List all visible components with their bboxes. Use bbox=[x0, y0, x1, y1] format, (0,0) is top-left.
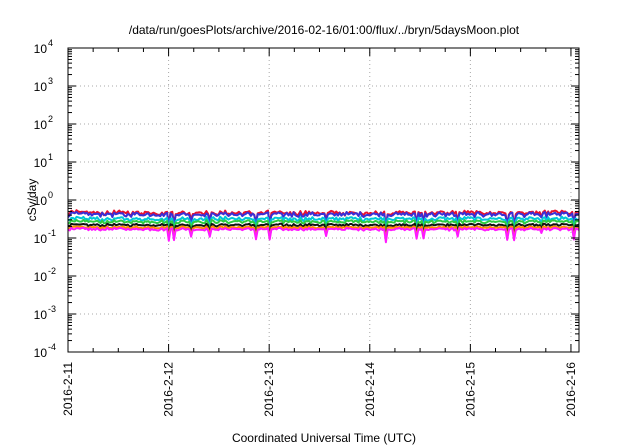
series-line bbox=[67, 218, 579, 237]
y-tick-label: 10 bbox=[34, 346, 48, 360]
y-tick-label: 10 bbox=[34, 308, 48, 322]
y-axis-label: cSv/day bbox=[25, 179, 39, 222]
series-line bbox=[67, 226, 580, 244]
chart-title: /data/run/goesPlots/archive/2016-02-16/0… bbox=[129, 23, 520, 37]
series-line bbox=[67, 210, 580, 230]
x-tick-label: 2016-2-13 bbox=[262, 362, 276, 417]
y-tick-exponent: -1 bbox=[48, 228, 56, 238]
y-tick-label: 10 bbox=[34, 232, 48, 246]
x-axis-label: Coordinated Universal Time (UTC) bbox=[232, 431, 416, 445]
series-line bbox=[67, 225, 580, 241]
series-layer bbox=[67, 209, 580, 244]
y-tick-label: 10 bbox=[34, 118, 48, 132]
y-tick-exponent: 1 bbox=[48, 152, 53, 162]
y-tick-label: 10 bbox=[34, 42, 48, 56]
y-tick-exponent: 4 bbox=[48, 38, 53, 48]
y-tick-label: 10 bbox=[34, 270, 48, 284]
y-tick-exponent: -4 bbox=[48, 342, 56, 352]
x-tick-label: 2016-2-16 bbox=[564, 362, 578, 417]
x-tick-label: 2016-2-15 bbox=[463, 362, 477, 417]
y-tick-label: 10 bbox=[34, 194, 48, 208]
grid bbox=[68, 48, 579, 352]
series-line bbox=[67, 215, 580, 234]
y-tick-label: 10 bbox=[34, 80, 48, 94]
y-tick-exponent: -3 bbox=[48, 304, 56, 314]
y-tick-label: 10 bbox=[34, 156, 48, 170]
y-tick-exponent: 0 bbox=[48, 190, 53, 200]
x-tick-label: 2016-2-11 bbox=[61, 362, 75, 416]
y-tick-exponent: -2 bbox=[48, 266, 56, 276]
x-tick-label: 2016-2-12 bbox=[162, 362, 176, 417]
x-axis: 2016-2-11 2016-2-12 2016-2-13 2016-2-14 2016… bbox=[61, 48, 578, 417]
y-tick-exponent: 3 bbox=[48, 76, 53, 86]
x-tick-label: 2016-2-14 bbox=[363, 362, 377, 417]
series-line bbox=[67, 222, 580, 240]
y-tick-exponent: 2 bbox=[48, 114, 53, 124]
